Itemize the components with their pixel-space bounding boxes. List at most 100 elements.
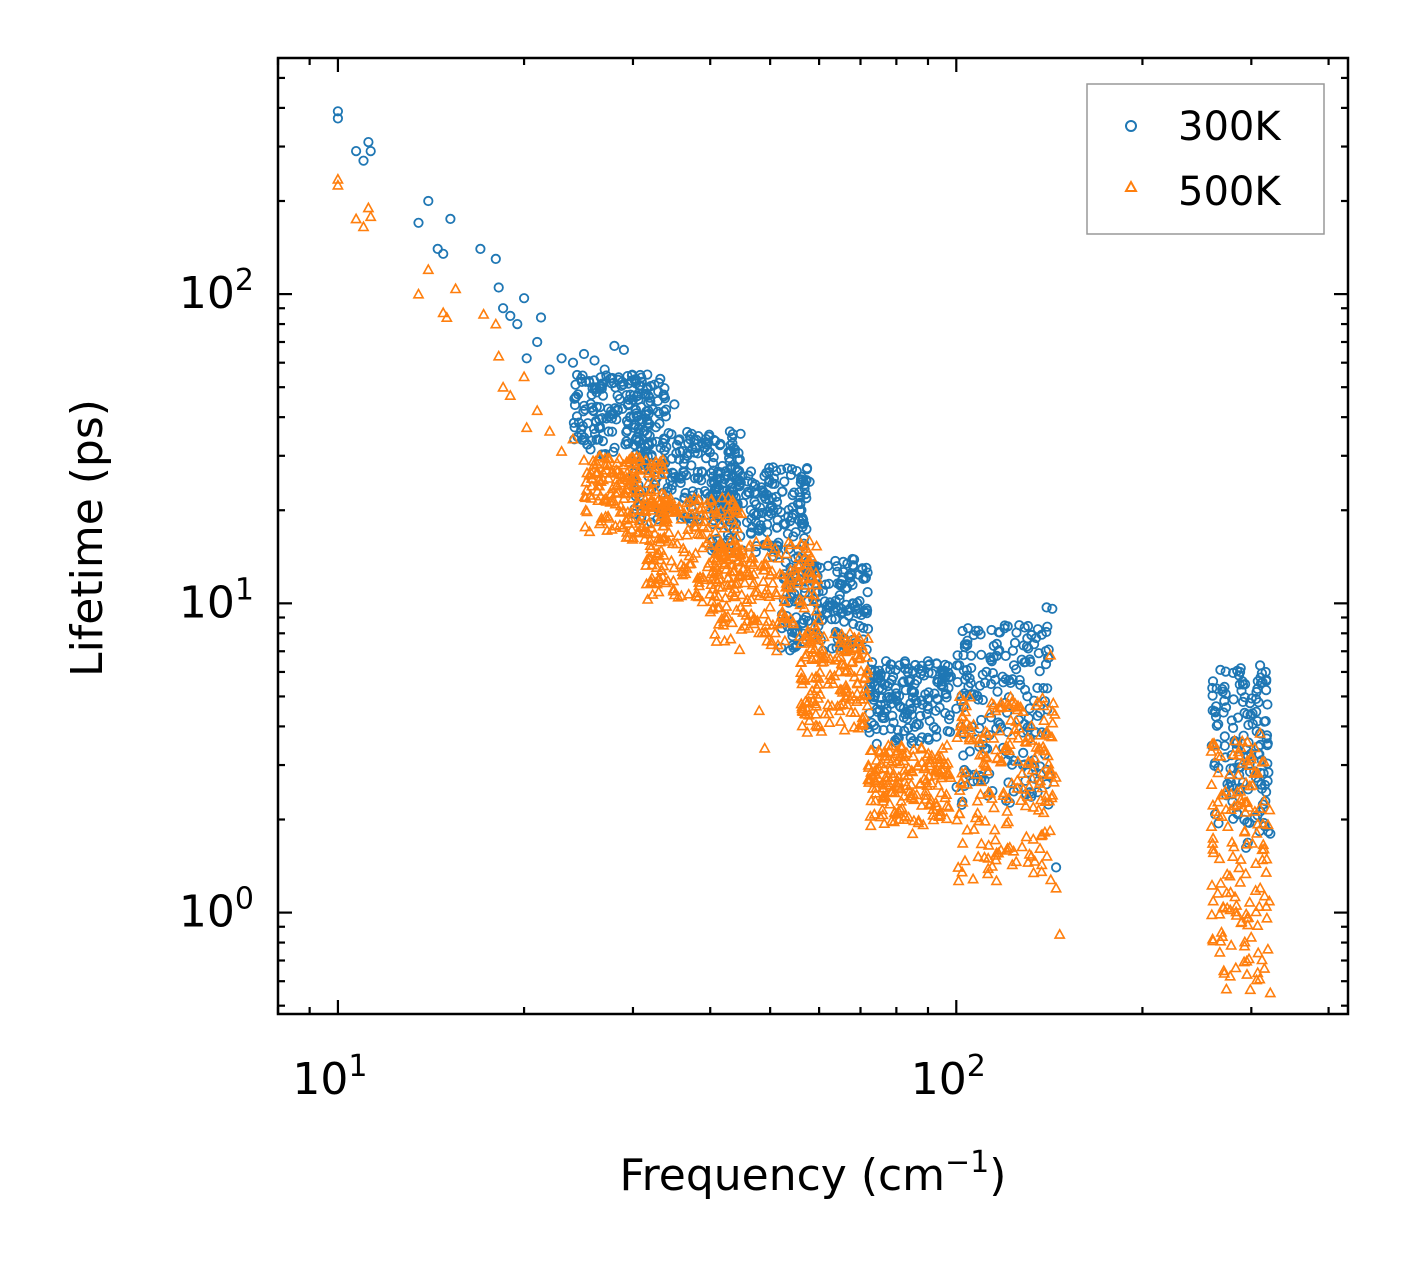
series-500k-point [640,510,653,522]
series-300k-point [992,686,1003,697]
series-500k-point [1214,876,1227,888]
series-500k-point [709,525,722,537]
series-300k-point [654,408,665,419]
x-axis-label: Frequency (cm−1) [620,1145,1007,1201]
series-500k-point [646,588,659,599]
series-500k-point [586,472,599,484]
series-500k-point [995,696,1008,708]
series-500k-point [693,528,706,540]
series-500k-point [735,623,748,634]
series-300k-point [986,624,997,636]
series-500k-point [412,287,425,299]
series-300k-point [976,649,987,660]
series-500k-point [1026,772,1038,783]
series-500k-point [579,520,592,532]
series-300k-point [1255,660,1266,671]
series-500k-point [919,784,932,796]
series-500k-point [1003,744,1016,756]
series-500k-point [887,767,900,779]
series-500k-point [924,797,937,809]
series-300k-point [1042,621,1053,632]
series-500k-point [1244,983,1257,995]
series-500k-point [810,651,823,663]
series-300k-point [964,673,975,684]
series-500k-point [1023,847,1036,859]
series-500k-point [707,601,719,613]
series-300k-point [518,293,530,304]
legend-box [1086,83,1325,235]
series-300k-point [931,731,942,742]
series-300k-point [633,394,644,405]
series-300k-point [820,579,831,590]
series-300k-point [1207,690,1218,701]
series-500k-point [331,173,344,184]
series-500k-point [1030,699,1042,711]
series-300k-point [605,405,617,417]
series-500k-point [827,677,840,689]
series-500k-point [665,506,678,517]
series-500k-point [741,614,753,626]
series-500k-point [969,811,982,823]
series-500k-point [855,718,868,730]
series-300k-point [735,477,746,488]
series-300k-point [1034,666,1045,677]
series-300k-point [898,676,909,687]
series-300k-point [1018,747,1029,759]
series-300k-point [845,568,856,579]
series-500k-point [896,748,909,759]
series-300k-point [628,422,640,433]
series-300k-point [733,447,744,459]
series-500k-point [802,587,815,599]
series-300k-point [1032,682,1043,694]
series-500k-point [728,582,741,594]
series-500k-point [799,707,812,719]
series-500k-point [1236,757,1249,768]
series-500k-point [656,570,669,582]
series-500k-point [758,741,771,753]
series-300k-point [1014,620,1025,631]
series-300k-point [623,394,635,405]
series-500k-point [1253,802,1266,814]
series-500k-point [1213,907,1226,919]
series-500k-point [866,782,879,793]
series-500k-point [1260,911,1273,923]
series-300k-point [917,699,928,710]
series-500k-point [736,543,748,555]
series-500k-point [854,651,867,663]
series-500k-point [1037,744,1050,756]
series-500k-point [1006,858,1019,870]
series-300k-point [1051,862,1062,873]
series-300k-point [790,553,801,564]
series-500k-point [814,687,827,699]
series-500k-point [653,515,665,527]
series-500k-point [1003,841,1016,852]
series-500k-point [520,421,533,433]
series-500k-point [721,610,734,622]
series-500k-point [1243,759,1256,771]
series-300k-point [697,467,708,478]
series-300k-point [993,717,1004,728]
series-500k-point [953,690,966,702]
series-500k-point [1239,806,1252,817]
series-300k-point [887,710,898,721]
series-500k-point [531,404,544,416]
series-500k-point [661,574,674,586]
series-500k-point [675,512,688,524]
series-500k-point [1234,784,1247,796]
series-300k-point [712,466,724,477]
series-500k-point [831,650,844,662]
series-500k-point [779,612,792,623]
series-500k-point [1028,855,1041,866]
series-500k-point [631,486,644,498]
legend-marker-300k [1125,120,1137,132]
series-300k-point [673,435,684,446]
series-300k-point [886,698,897,709]
series-500k-point [792,574,805,585]
series-500k-point [865,766,877,777]
series-300k-point [897,677,908,688]
series-500k-point [682,587,695,599]
series-500k-point [1048,707,1061,719]
series-500k-point [997,786,1010,798]
series-500k-point [799,629,812,641]
series-300k-point [973,625,984,636]
